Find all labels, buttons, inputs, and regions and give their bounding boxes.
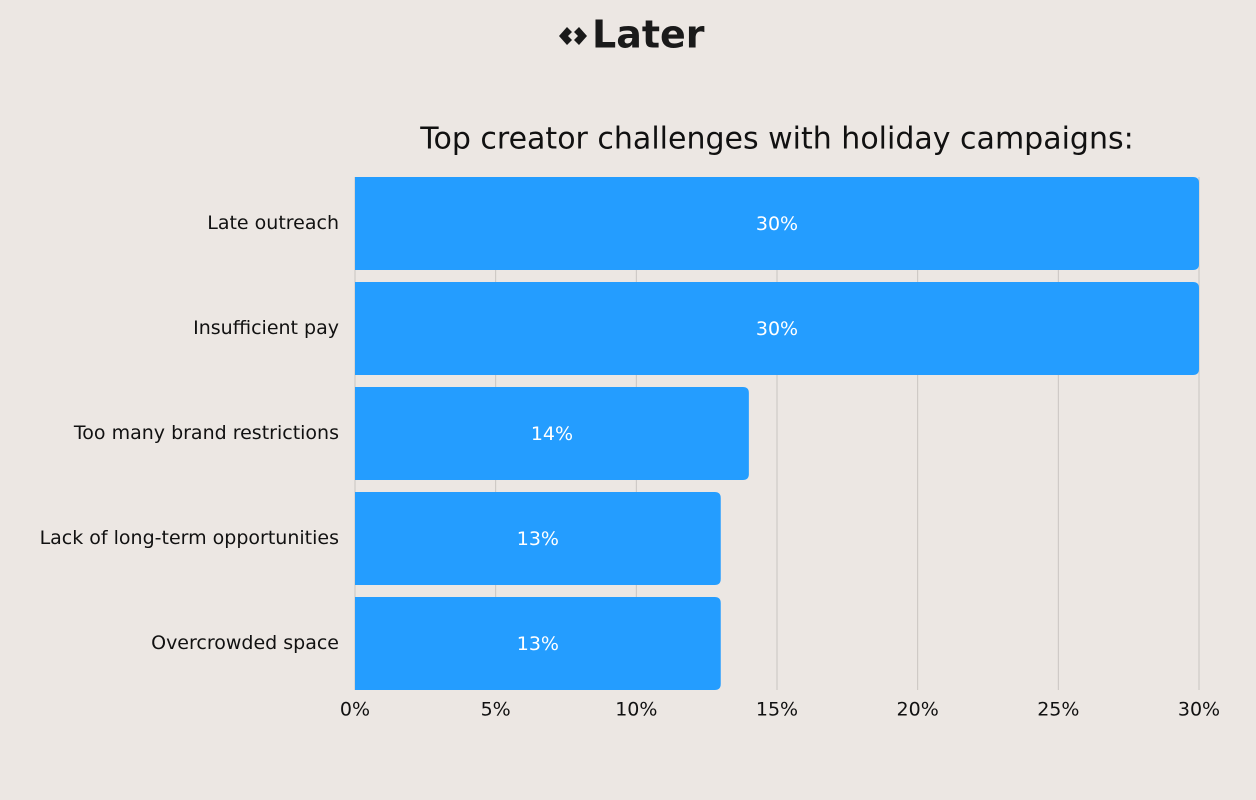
- logo: Later: [592, 13, 705, 57]
- x-tick-label: 30%: [1178, 699, 1220, 721]
- x-tick-label: 15%: [756, 699, 798, 721]
- y-tick-label: Lack of long-term opportunities: [40, 527, 339, 549]
- bar: [355, 282, 1199, 375]
- x-tick-label: 10%: [615, 699, 657, 721]
- value-label: 13%: [517, 633, 559, 655]
- value-label: 30%: [756, 213, 798, 235]
- bar: [355, 597, 721, 690]
- y-tick-label: Too many brand restrictions: [73, 422, 339, 444]
- x-tick-label: 20%: [897, 699, 939, 721]
- y-tick-label: Overcrowded space: [151, 632, 339, 654]
- x-tick-label: 0%: [340, 699, 370, 721]
- logo-icon: [559, 27, 587, 45]
- bar: [355, 492, 721, 585]
- bar: [355, 387, 749, 480]
- chart-title: Top creator challenges with holiday camp…: [419, 122, 1133, 157]
- bar: [355, 177, 1199, 270]
- value-label: 14%: [531, 423, 573, 445]
- y-tick-label: Late outreach: [207, 212, 339, 234]
- y-tick-label: Insufficient pay: [193, 317, 339, 339]
- value-label: 30%: [756, 318, 798, 340]
- x-tick-label: 5%: [481, 699, 511, 721]
- value-label: 13%: [517, 528, 559, 550]
- x-tick-label: 25%: [1037, 699, 1079, 721]
